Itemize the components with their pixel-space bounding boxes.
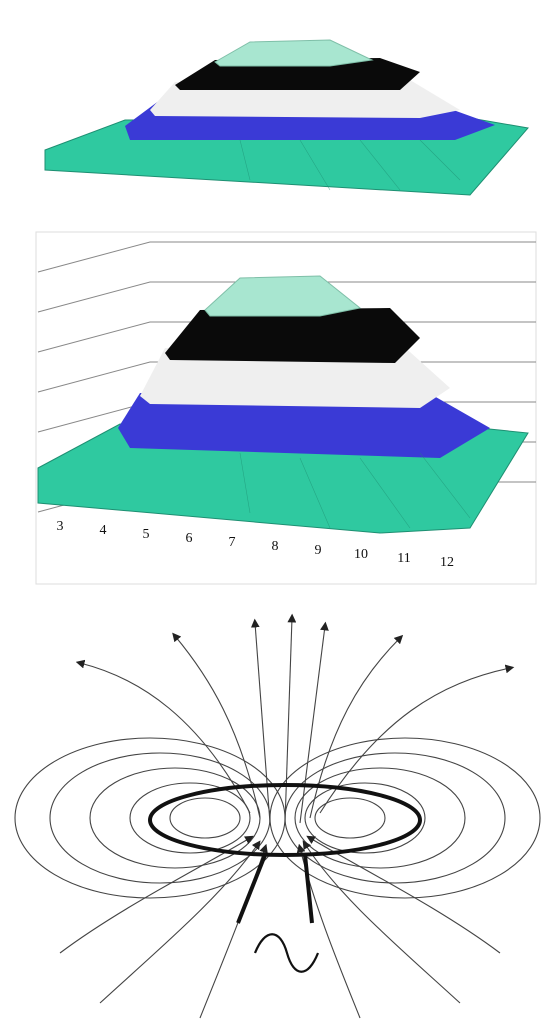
- field-loop-left: [169, 797, 241, 839]
- x-tick-label: 10: [354, 547, 368, 562]
- field-line-in: [306, 835, 501, 954]
- field-line-up: [284, 613, 297, 824]
- field-line-in: [59, 835, 254, 954]
- field-loop-left: [89, 767, 261, 869]
- field-line-in: [99, 840, 261, 1004]
- field-line-up: [319, 664, 515, 814]
- gridline: [37, 321, 536, 353]
- surface-plot-axis: 3 4 5 6 7 8 9 10 11 12: [0, 228, 554, 588]
- surface-top-cap: [204, 275, 362, 317]
- field-line-in: [302, 840, 461, 1004]
- surface-plot-top: [0, 0, 554, 210]
- field-loop-right: [304, 782, 426, 854]
- gridline: [37, 241, 536, 273]
- ac-source-icon: [253, 933, 320, 973]
- x-tick-label: 12: [440, 555, 454, 570]
- x-tick-label: 4: [100, 523, 107, 538]
- field-line-up: [299, 621, 329, 824]
- coil-lead-right: [303, 854, 314, 924]
- field-loop-right: [294, 767, 466, 869]
- gridline: [37, 281, 536, 313]
- surface-facets: [239, 452, 471, 529]
- surface-plot-axis-svg: 3 4 5 6 7 8 9 10 11 12: [35, 231, 537, 585]
- x-tick-label: 8: [272, 539, 279, 554]
- x-tick-label: 11: [397, 551, 410, 566]
- surface-top-cap: [214, 39, 374, 67]
- field-loop-right: [314, 797, 386, 839]
- x-axis-ticks: 3 4 5 6 7 8 9 10 11 12: [57, 519, 455, 570]
- field-loop-left: [49, 752, 271, 884]
- x-tick-label: 6: [186, 531, 193, 546]
- field-line-up: [250, 618, 271, 824]
- magnetic-field-diagram: [0, 608, 554, 1027]
- field-loop-right: [284, 752, 506, 884]
- coil-lead-left: [236, 854, 267, 924]
- field-lines: [14, 613, 541, 1019]
- field-line-in: [199, 843, 268, 1019]
- surface-black-band: [165, 308, 420, 363]
- field-loop-right: [269, 737, 541, 899]
- x-tick-label: 5: [143, 527, 150, 542]
- x-tick-label: 9: [315, 543, 322, 558]
- surface-plot-top-svg: [44, 39, 529, 196]
- x-tick-label: 7: [229, 535, 236, 550]
- magnetic-field-svg: [14, 613, 541, 1019]
- x-tick-label: 3: [57, 519, 64, 534]
- field-loop-left: [129, 782, 251, 854]
- loop-coil: [148, 783, 422, 857]
- field-line-in: [296, 843, 361, 1019]
- surface-facets: [239, 139, 461, 191]
